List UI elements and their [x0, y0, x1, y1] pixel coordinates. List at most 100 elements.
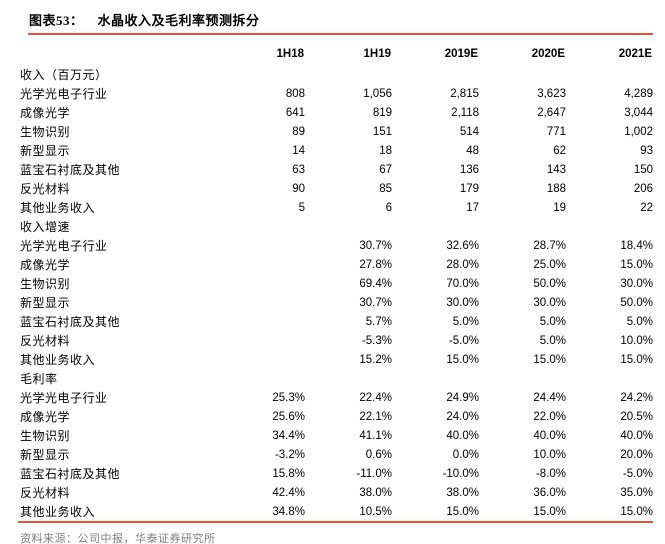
row-label: 反光材料: [20, 182, 71, 196]
cell-value: 5.0%: [626, 315, 653, 328]
row-label: 蓝宝石衬底及其他: [20, 315, 121, 329]
row-label: 新型显示: [20, 144, 71, 158]
cell-value: 24.4%: [533, 391, 566, 404]
table-row: 反光材料 -5.3% -5.0% 5.0% 10.0%: [20, 331, 653, 350]
cell-value: [479, 217, 566, 236]
cell-value: 38.0%: [446, 486, 479, 499]
cell-value: 5.0%: [452, 315, 479, 328]
cell-value: 514: [459, 125, 479, 138]
cell-value: [218, 312, 305, 331]
cell-value: [305, 369, 392, 388]
cell-value: 136: [459, 163, 479, 176]
cell-value: 89: [292, 125, 305, 138]
cell-value: 34.8%: [272, 505, 305, 518]
row-label: 成像光学: [20, 410, 71, 424]
cell-value: 69.4%: [359, 277, 392, 290]
table-row: 生物识别 89 151 514 771 1,002: [20, 122, 653, 141]
table-row: 光学光电子行业 30.7% 32.6% 28.7% 18.4%: [20, 236, 653, 255]
cell-value: 62: [553, 144, 566, 157]
cell-value: 40.0%: [446, 429, 479, 442]
cell-value: [392, 217, 479, 236]
table-bottom-line: [18, 521, 653, 523]
table-row: 新型显示 30.7% 30.0% 30.0% 50.0%: [20, 293, 653, 312]
table-row: 其他业务收入 15.2% 15.0% 15.0% 15.0%: [20, 350, 653, 369]
cell-value: 2,647: [537, 106, 566, 119]
cell-value: 32.6%: [446, 239, 479, 252]
cell-value: [392, 65, 479, 84]
table-row: 生物识别 34.4% 41.1% 40.0% 40.0% 40.0%: [20, 426, 653, 445]
cell-value: 40.0%: [620, 429, 653, 442]
cell-value: 0.6%: [365, 448, 392, 461]
cell-value: 143: [546, 163, 566, 176]
cell-value: 93: [640, 144, 653, 157]
row-label: 生物识别: [20, 277, 71, 291]
cell-value: -5.0%: [622, 467, 653, 480]
cell-value: 22.1%: [359, 410, 392, 423]
row-label: 光学光电子行业: [20, 87, 108, 101]
figure-title: 图表53： 水晶收入及毛利率预测拆分: [0, 0, 665, 29]
table-row: 其他业务收入 34.8% 10.5% 15.0% 15.0% 15.0%: [20, 502, 653, 521]
row-label: 蓝宝石衬底及其他: [20, 163, 121, 177]
cell-value: 15.0%: [620, 353, 653, 366]
row-label: 光学光电子行业: [20, 391, 108, 405]
cell-value: 15.0%: [446, 505, 479, 518]
cell-value: 0.0%: [452, 448, 479, 461]
source-note: 资料来源：公司中报，华泰证券研究所: [20, 533, 216, 544]
cell-value: 19: [553, 201, 566, 214]
cell-value: 30.0%: [446, 296, 479, 309]
cell-value: 3,044: [624, 106, 653, 119]
cell-value: 15.0%: [620, 258, 653, 271]
cell-value: 30.7%: [359, 239, 392, 252]
table-row: 蓝宝石衬底及其他 5.7% 5.0% 5.0% 5.0%: [20, 312, 653, 331]
cell-value: [218, 293, 305, 312]
cell-value: 85: [379, 182, 392, 195]
cell-value: -5.0%: [448, 334, 479, 347]
section-row: 毛利率: [20, 369, 653, 388]
cell-value: 10.0%: [620, 334, 653, 347]
cell-value: [566, 217, 653, 236]
cell-value: [218, 255, 305, 274]
cell-value: 90: [292, 182, 305, 195]
cell-value: -5.3%: [361, 334, 392, 347]
table-header-row: 1H18 1H19 2019E 2020E 2021E: [20, 35, 653, 65]
cell-value: 67: [379, 163, 392, 176]
cell-value: 5.0%: [539, 334, 566, 347]
cell-value: 25.3%: [272, 391, 305, 404]
row-label: 生物识别: [20, 429, 71, 443]
cell-value: 50.0%: [533, 277, 566, 290]
table-row: 成像光学 25.6% 22.1% 24.0% 22.0% 20.5%: [20, 407, 653, 426]
cell-value: 5.7%: [365, 315, 392, 328]
cell-value: 41.1%: [359, 429, 392, 442]
cell-value: 2,118: [451, 106, 479, 119]
table-row: 光学光电子行业 25.3% 22.4% 24.9% 24.4% 24.2%: [20, 388, 653, 407]
cell-value: 188: [546, 182, 566, 195]
cell-value: [305, 65, 392, 84]
cell-value: 4,289: [624, 87, 653, 100]
cell-value: 20.0%: [620, 448, 653, 461]
cell-value: [566, 65, 653, 84]
table-row: 新型显示 -3.2% 0.6% 0.0% 10.0% 20.0%: [20, 445, 653, 464]
cell-value: [218, 217, 305, 236]
cell-value: [218, 331, 305, 350]
cell-value: 36.0%: [533, 486, 566, 499]
cell-value: 20.5%: [620, 410, 653, 423]
row-label: 成像光学: [20, 258, 71, 272]
cell-value: 3,623: [537, 87, 566, 100]
cell-value: 10.5%: [359, 505, 392, 518]
cell-value: 5: [298, 201, 305, 214]
cell-value: -10.0%: [442, 467, 479, 480]
cell-value: 1,056: [363, 87, 392, 100]
cell-value: 808: [285, 87, 305, 100]
row-label: 其他业务收入: [20, 353, 96, 367]
column-header: 2019E: [444, 48, 478, 60]
cell-value: 22: [640, 201, 653, 214]
cell-value: 25.6%: [272, 410, 305, 423]
cell-value: [479, 65, 566, 84]
cell-value: 18.4%: [620, 239, 653, 252]
cell-value: 34.4%: [272, 429, 305, 442]
table-row: 蓝宝石衬底及其他 15.8% -11.0% -10.0% -8.0% -5.0%: [20, 464, 653, 483]
row-label: 光学光电子行业: [20, 239, 108, 253]
row-label: 新型显示: [20, 296, 71, 310]
table-body: 收入（百万元） 光学光电子行业 808 1,056 2,815 3,623 4,289 成像光…: [20, 65, 653, 521]
cell-value: 15.0%: [533, 353, 566, 366]
